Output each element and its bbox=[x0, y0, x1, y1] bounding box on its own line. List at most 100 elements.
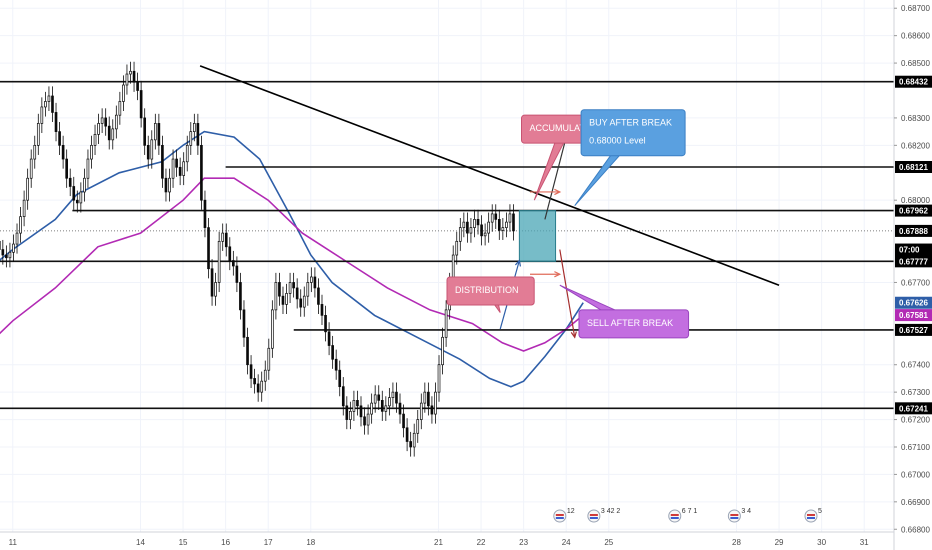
candle-body bbox=[79, 191, 83, 204]
candle bbox=[466, 212, 469, 243]
candle-body bbox=[171, 158, 175, 179]
candle-body bbox=[462, 221, 466, 228]
candle bbox=[441, 327, 444, 375]
event-marker: 6 7 1 bbox=[668, 508, 697, 523]
candle-body bbox=[466, 221, 469, 234]
candle bbox=[189, 122, 193, 155]
candle bbox=[356, 390, 359, 416]
candle-body bbox=[427, 391, 430, 407]
candle-body bbox=[22, 199, 26, 217]
candle bbox=[494, 204, 498, 229]
candle bbox=[363, 407, 366, 435]
candle-body bbox=[483, 232, 487, 237]
candle bbox=[256, 374, 260, 402]
candle bbox=[260, 371, 264, 402]
candle bbox=[320, 294, 324, 325]
candle bbox=[224, 223, 228, 257]
candle-body bbox=[193, 123, 196, 132]
candle-body bbox=[200, 144, 203, 201]
candle-body bbox=[416, 419, 420, 434]
candle-body bbox=[19, 216, 22, 234]
candle bbox=[164, 168, 168, 202]
candle-body bbox=[72, 186, 76, 201]
candle bbox=[462, 212, 466, 238]
price-tag-label: 0.67581 bbox=[899, 311, 928, 320]
candle bbox=[366, 404, 370, 435]
candle bbox=[19, 207, 22, 243]
candle bbox=[455, 231, 459, 265]
candle-body bbox=[33, 144, 37, 160]
candle-body bbox=[249, 364, 253, 379]
price-tag: 0.68121 bbox=[895, 161, 932, 174]
y-axis-tick-label: 0.68200 bbox=[901, 141, 930, 150]
candle-body bbox=[86, 158, 90, 179]
candle bbox=[302, 286, 306, 317]
candle bbox=[405, 418, 409, 452]
candle-body bbox=[437, 364, 441, 393]
candle bbox=[384, 396, 388, 421]
candle-body bbox=[68, 177, 72, 187]
candle bbox=[423, 382, 427, 413]
candle-body bbox=[405, 427, 409, 442]
candle-body bbox=[263, 369, 267, 382]
candle-body bbox=[107, 125, 111, 141]
candle bbox=[310, 267, 313, 293]
price-tag-label: 0.67777 bbox=[899, 257, 928, 266]
candle-body bbox=[419, 402, 423, 420]
candle-body bbox=[83, 177, 86, 193]
candle-body bbox=[384, 405, 388, 412]
price-tag: 07:00 bbox=[895, 243, 932, 256]
candle-body bbox=[512, 213, 515, 232]
candle bbox=[349, 401, 352, 430]
candle bbox=[288, 272, 292, 304]
candle bbox=[153, 113, 157, 150]
candle-body bbox=[168, 177, 171, 193]
candle-body bbox=[97, 123, 100, 135]
candle bbox=[26, 168, 29, 210]
candle-body bbox=[161, 144, 164, 179]
callout-box bbox=[580, 109, 686, 157]
y-axis-tick-label: 0.68700 bbox=[901, 4, 930, 13]
candle-body bbox=[139, 90, 143, 119]
price-tag: 0.68432 bbox=[895, 75, 932, 88]
candle-body bbox=[1, 249, 5, 256]
arrow bbox=[530, 271, 562, 278]
event-marker: 3 42 2 bbox=[587, 508, 620, 523]
candle bbox=[458, 218, 462, 251]
candle bbox=[263, 360, 267, 391]
callout-label: SELL AFTER BREAK bbox=[587, 318, 673, 328]
candle bbox=[178, 157, 182, 186]
x-axis-tick-label: 28 bbox=[732, 538, 741, 547]
candle-body bbox=[331, 345, 334, 360]
candle bbox=[501, 218, 505, 240]
candle-body bbox=[320, 304, 324, 316]
x-axis-tick-label: 25 bbox=[604, 538, 613, 547]
candle-body bbox=[185, 144, 189, 163]
candle bbox=[40, 97, 44, 133]
candle bbox=[214, 272, 217, 306]
price-tag-bg bbox=[895, 255, 932, 268]
candle-body bbox=[146, 144, 150, 160]
price-tag-bg bbox=[895, 323, 932, 336]
candle bbox=[412, 423, 416, 457]
candle-body bbox=[178, 166, 182, 176]
x-axis-tick-label: 14 bbox=[136, 538, 145, 547]
price-tag-bg bbox=[895, 204, 932, 217]
candle bbox=[278, 272, 281, 306]
candle bbox=[58, 122, 61, 155]
x-axis-tick-label: 15 bbox=[179, 538, 188, 547]
candle bbox=[111, 119, 115, 150]
candle-body bbox=[395, 391, 398, 404]
arrow-head bbox=[554, 271, 562, 278]
y-axis-tick-label: 0.68600 bbox=[901, 32, 930, 41]
candle-body bbox=[349, 410, 352, 420]
price-tag-bg bbox=[895, 296, 932, 309]
candle-body bbox=[228, 246, 232, 261]
candle bbox=[246, 327, 249, 375]
candle bbox=[419, 393, 423, 430]
candle-body bbox=[501, 227, 505, 231]
candle-body bbox=[310, 276, 313, 283]
candle-body bbox=[377, 394, 381, 401]
candle-body bbox=[327, 331, 331, 346]
